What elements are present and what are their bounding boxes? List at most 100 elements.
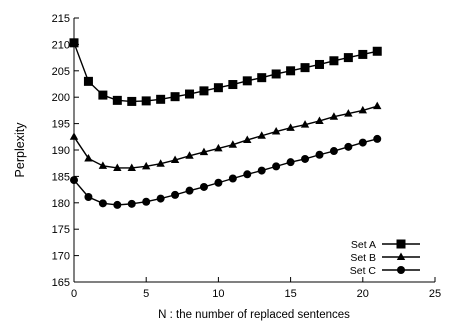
data-point-set-b [286,123,295,131]
legend-entry-set-a: Set A [351,239,420,251]
data-point-set-b [344,109,353,117]
x-axis-title: N : the number of replaced sentences [158,309,350,321]
x-tick-label: 15 [284,288,296,300]
data-point-set-a [257,73,267,83]
y-tick-label: 170 [52,251,70,263]
data-point-set-c [156,194,165,203]
data-point-set-c [358,138,367,147]
data-point-set-b [69,132,79,140]
data-point-set-c [185,186,194,195]
data-point-set-c [214,178,223,187]
data-point-set-a [242,76,252,86]
data-point-set-a [98,90,108,100]
legend-label: Set A [351,239,376,251]
data-point-set-c [171,190,180,199]
data-point-set-c [113,200,122,209]
data-point-set-a [343,53,353,63]
data-point-set-a [170,92,180,102]
data-point-set-c [243,170,252,179]
data-point-set-c [301,154,310,163]
data-point-set-b [257,131,266,139]
data-point-set-a [127,96,137,106]
data-point-set-a [314,59,324,69]
data-point-set-c [127,199,136,208]
data-point-set-a [199,86,209,96]
data-point-set-a [228,80,238,90]
y-tick-label: 165 [52,277,70,289]
data-point-set-b [84,153,93,162]
data-point-set-c [272,162,281,171]
legend-marker-set-a [396,239,406,249]
legend-label: Set B [350,252,376,264]
data-point-set-a [300,63,310,73]
data-point-set-b [300,120,310,128]
data-point-set-a [329,56,339,66]
y-tick-label: 175 [52,224,70,236]
data-point-set-a [372,46,382,56]
data-point-set-a [213,83,223,93]
data-point-set-c [315,150,324,159]
series-line-set-b [73,105,378,169]
axes: 165 170 175 180 185 190 195 200 205 210 215 0 5 10 15 2… [52,13,441,300]
y-tick-label: 190 [52,145,70,157]
x-tick-label: 25 [429,288,441,300]
legend-entry-set-b: Set B [350,252,420,264]
y-tick-label: 200 [52,92,70,104]
data-point-set-b [373,101,382,110]
data-point-set-a [271,69,281,79]
series-layer [69,38,382,209]
data-point-set-a [185,89,195,99]
data-point-set-c [98,199,107,208]
data-point-set-b [243,135,252,143]
data-point-set-a [141,96,151,106]
data-point-set-a [112,95,122,105]
y-tick-label: 195 [52,119,70,131]
data-point-set-b [127,163,136,171]
data-point-set-c [228,174,237,183]
data-point-set-c [84,192,93,201]
data-point-set-a [358,49,368,59]
data-point-set-b [199,147,209,156]
data-point-set-b [271,127,281,135]
data-point-set-a [83,76,93,86]
data-point-set-c [257,166,266,175]
series-line-set-a [73,42,378,103]
legend-marker-set-c [397,266,405,274]
data-point-set-b [358,105,367,114]
series-set-a [69,38,382,106]
data-point-set-b [156,159,165,167]
x-tick-label: 0 [71,288,77,300]
data-point-set-b [142,161,151,170]
y-tick-label: 215 [52,13,70,25]
series-set-c [70,134,382,209]
data-point-set-c [142,197,151,206]
y-axis-title: Perplexity [13,122,27,178]
y-tick-label: 210 [52,39,70,51]
data-point-set-a [156,94,166,104]
legend-marker-set-b [396,252,406,260]
data-point-set-c [344,142,353,151]
data-point-set-b [228,140,238,148]
legend-entry-set-c: Set C [350,265,420,277]
x-tick-label: 10 [212,288,224,300]
data-point-set-b [214,143,223,152]
data-point-set-b [329,112,339,120]
data-point-set-c [329,147,338,156]
data-point-set-b [98,161,108,169]
data-point-set-a [286,66,296,76]
data-point-set-b [185,151,194,159]
x-tick-label: 20 [357,288,369,300]
series-set-b [69,101,382,171]
data-point-set-c [199,182,208,191]
data-point-set-c [286,158,295,167]
data-point-set-c [70,176,78,185]
data-point-set-b [113,163,122,171]
y-tick-label: 185 [52,171,70,183]
x-tick-label: 5 [143,288,149,300]
legend-label: Set C [350,265,377,277]
data-point-set-c [373,134,382,143]
y-tick-label: 205 [52,66,70,78]
data-point-set-a [69,38,79,48]
